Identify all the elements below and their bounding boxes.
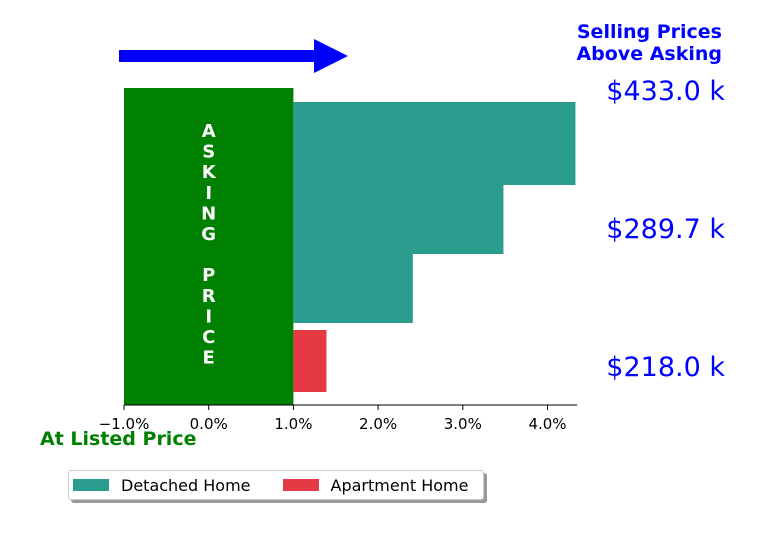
selling-prices-label: Selling Prices <box>577 21 722 43</box>
legend-label-detached: Detached Home <box>121 475 251 495</box>
direction-arrow <box>119 39 348 73</box>
asking-price-letter: K <box>202 162 217 183</box>
bar-detached-home <box>293 254 413 323</box>
legend-item-apartment: Apartment Home <box>282 475 469 495</box>
asking-price-letter: E <box>203 348 215 369</box>
bar-detached-home <box>293 102 576 185</box>
at-listed-price-label: At Listed Price <box>40 428 196 450</box>
asking-price-band <box>124 88 294 405</box>
asking-price-letter: I <box>205 183 212 204</box>
asking-price-letter: A <box>202 121 216 142</box>
asking-price-letter: S <box>202 142 215 163</box>
legend-item-detached: Detached Home <box>73 476 251 495</box>
asking-price-letter: I <box>205 306 212 327</box>
bar-detached-home <box>293 185 504 254</box>
x-tick-label: −1.0% <box>99 415 150 433</box>
asking-price-letter: G <box>201 224 216 245</box>
asking-price-letter: C <box>202 327 215 348</box>
asking-price-letter: P <box>202 265 215 286</box>
legend-label-apartment: Apartment Home <box>330 475 469 495</box>
price-label: $218.0 k <box>606 352 725 383</box>
price-label: $289.7 k <box>606 214 725 245</box>
x-tick-label: 3.0% <box>444 415 482 433</box>
x-tick-label: 4.0% <box>528 415 566 433</box>
legend: Detached Home Apartment Home <box>68 470 484 500</box>
asking-price-letter: N <box>201 203 216 224</box>
bar-apartment-home <box>293 330 327 392</box>
x-tick-label: 1.0% <box>274 415 312 433</box>
legend-swatch-apartment <box>282 479 319 491</box>
x-tick-label: 0.0% <box>190 415 228 433</box>
x-tick-label: 2.0% <box>359 415 397 433</box>
price-label: $433.0 k <box>606 76 725 107</box>
legend-swatch-detached <box>73 479 109 491</box>
selling-prices-label: Above Asking <box>576 43 722 65</box>
asking-price-letter: R <box>202 286 216 307</box>
